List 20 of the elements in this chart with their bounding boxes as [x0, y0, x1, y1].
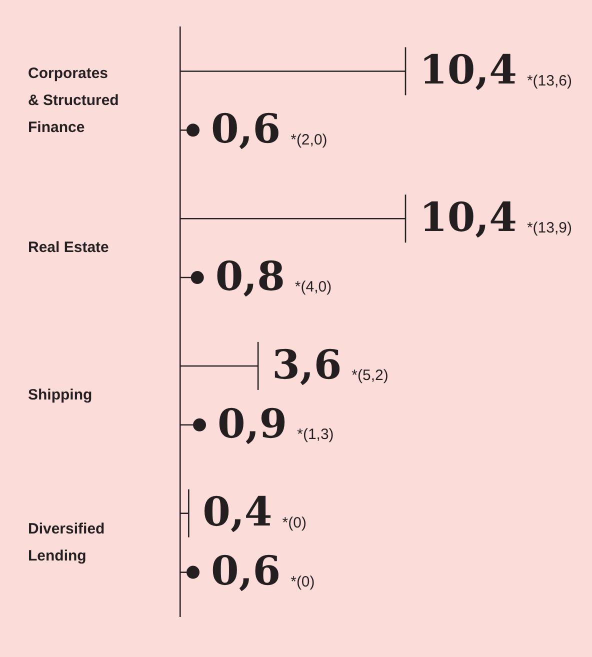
annotation: *(4,0) — [294, 278, 332, 296]
data-label: 0,9 — [218, 400, 288, 448]
annotation: *(1,3) — [297, 426, 334, 444]
data-label: 10,4 — [420, 46, 517, 94]
annotation: *(2,0) — [290, 131, 328, 148]
data-label: 0,4 — [202, 488, 272, 536]
annotation: *(13,6) — [526, 72, 572, 90]
annotation: *(0) — [282, 514, 306, 532]
y-tick-label: Shipping — [28, 386, 92, 404]
data-label: 0,6 — [211, 106, 281, 153]
y-tick-label: Corporates & Structured Finance — [28, 64, 119, 136]
annotation: *(5,2) — [352, 367, 388, 384]
y-tick-label: Diversified Lending — [28, 520, 105, 564]
y-tick-label: Real Estate — [28, 239, 109, 256]
data-label: 0,8 — [215, 252, 285, 300]
data-label: 0,6 — [211, 548, 281, 595]
annotation: *(13,9) — [526, 220, 572, 237]
data-label: 3,6 — [272, 341, 342, 388]
data-label: 10,4 — [420, 194, 517, 241]
annotation: *(0) — [290, 573, 315, 590]
